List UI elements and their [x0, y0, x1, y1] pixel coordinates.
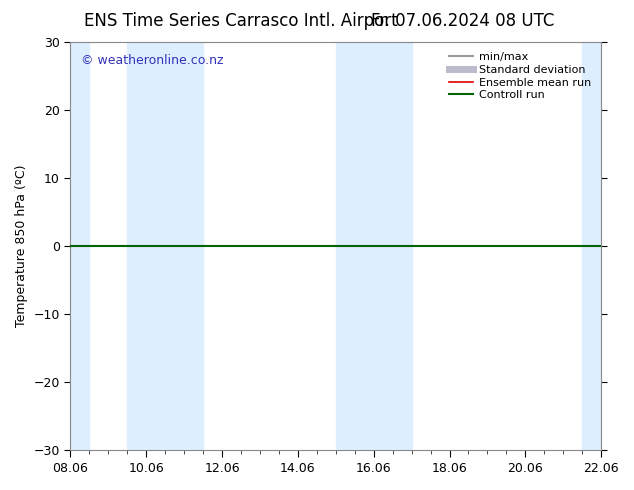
Bar	[127, 42, 203, 450]
Bar	[51, 42, 89, 450]
Bar	[582, 42, 620, 450]
Text: ENS Time Series Carrasco Intl. Airport: ENS Time Series Carrasco Intl. Airport	[84, 12, 398, 30]
Bar	[336, 42, 411, 450]
Y-axis label: Temperature 850 hPa (ºC): Temperature 850 hPa (ºC)	[15, 165, 28, 327]
Text: © weatheronline.co.nz: © weatheronline.co.nz	[81, 54, 223, 67]
Text: Fr. 07.06.2024 08 UTC: Fr. 07.06.2024 08 UTC	[371, 12, 555, 30]
Legend: min/max, Standard deviation, Ensemble mean run, Controll run: min/max, Standard deviation, Ensemble me…	[444, 48, 595, 105]
